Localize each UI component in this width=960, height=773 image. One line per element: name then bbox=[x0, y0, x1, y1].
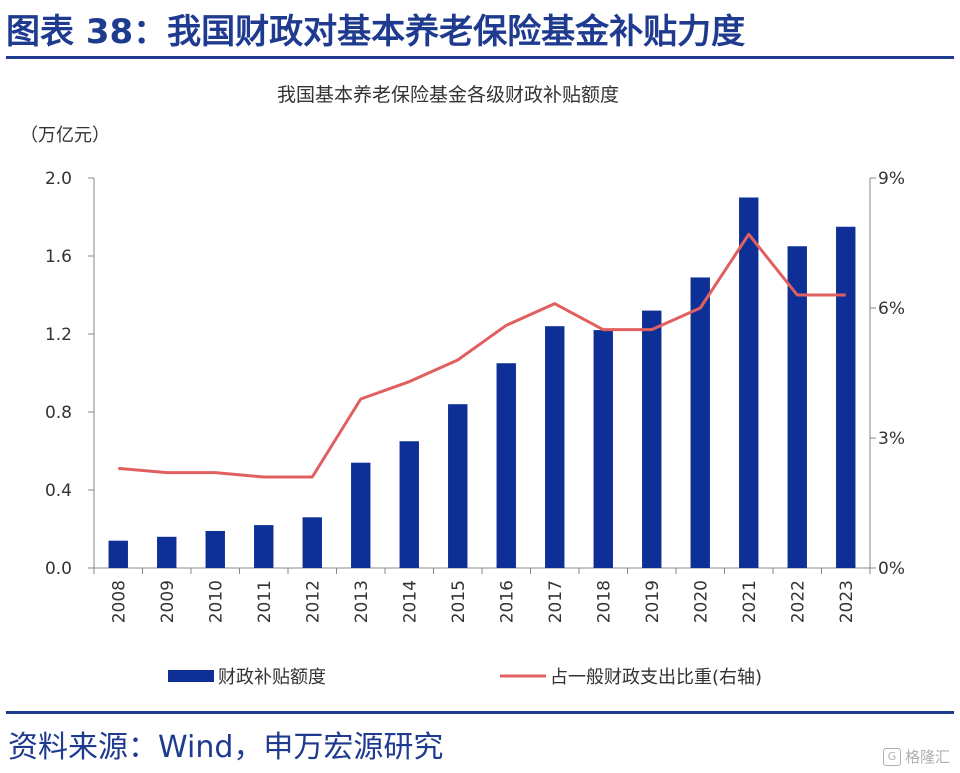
y-left-tick-label: 0.4 bbox=[45, 481, 72, 501]
bar bbox=[593, 330, 613, 568]
x-tick-label: 2017 bbox=[546, 580, 566, 623]
x-tick-label: 2022 bbox=[788, 580, 808, 623]
bar bbox=[351, 462, 371, 568]
legend-line-label: 占一般财政支出比重(右轴) bbox=[550, 667, 762, 688]
y-right-tick-label: 0% bbox=[878, 559, 905, 579]
watermark-text: 格隆汇 bbox=[904, 748, 950, 766]
y-left-tick-label: 0.8 bbox=[45, 403, 72, 423]
bar bbox=[690, 277, 710, 568]
chart-title: 我国基本养老保险基金各级财政补贴额度 bbox=[277, 84, 619, 106]
bar bbox=[157, 536, 177, 568]
x-tick-label: 2023 bbox=[837, 580, 857, 623]
x-tick-label: 2012 bbox=[303, 580, 323, 623]
bar bbox=[448, 404, 468, 568]
title-divider bbox=[6, 56, 954, 59]
legend: 财政补贴额度 占一般财政支出比重(右轴) bbox=[168, 667, 762, 688]
bar bbox=[739, 197, 759, 568]
y-axis-unit-label: （万亿元） bbox=[20, 125, 110, 146]
x-axis-labels: 2008 2009 2010 2011 2012 2013 2014 2015 2016 2017… bbox=[109, 580, 857, 623]
x-tick-label: 2010 bbox=[206, 580, 226, 623]
legend-bar-label: 财政补贴额度 bbox=[218, 667, 326, 688]
x-tick-label: 2018 bbox=[594, 580, 614, 623]
watermark: G 格隆汇 bbox=[882, 746, 950, 767]
source-divider bbox=[6, 711, 954, 714]
x-tick-label: 2013 bbox=[352, 580, 372, 623]
bar-series bbox=[108, 197, 856, 568]
y-left-tick-label: 0.0 bbox=[45, 559, 72, 579]
bar bbox=[787, 246, 807, 568]
watermark-logo-icon: G bbox=[882, 747, 901, 766]
y-right-tick-label: 9% bbox=[878, 169, 905, 189]
y-right-tick-label: 3% bbox=[878, 429, 905, 449]
axes: 0.0 0.4 0.8 1.2 1.6 2.0 0% 3% 6% 9% bbox=[45, 169, 905, 579]
x-tick-label: 2016 bbox=[497, 580, 517, 623]
x-tick-label: 2011 bbox=[255, 580, 275, 623]
bar bbox=[254, 525, 274, 568]
y-left-tick-label: 1.2 bbox=[45, 325, 72, 345]
bar bbox=[836, 226, 856, 568]
bar bbox=[302, 517, 322, 568]
bar bbox=[496, 363, 516, 568]
x-tick-label: 2009 bbox=[158, 580, 178, 623]
y-left-tick-label: 1.6 bbox=[45, 247, 72, 267]
legend-bar-swatch bbox=[168, 670, 214, 682]
chart: 我国基本养老保险基金各级财政补贴额度 （万亿元） 0.0 0.4 0.8 1.2 1.6… bbox=[20, 84, 905, 688]
line-series bbox=[118, 232, 846, 479]
bar bbox=[399, 441, 419, 568]
x-tick-label: 2008 bbox=[109, 580, 129, 623]
y-left-tick-label: 2.0 bbox=[45, 169, 72, 189]
x-tick-label: 2021 bbox=[740, 580, 760, 623]
y-right-tick-label: 6% bbox=[878, 299, 905, 319]
x-tick-label: 2015 bbox=[449, 580, 469, 623]
line-series-path bbox=[118, 232, 846, 479]
x-tick-label: 2014 bbox=[400, 580, 420, 623]
x-tick-label: 2019 bbox=[643, 580, 663, 623]
figure-title: 图表 38：我国财政对基本养老保险基金补贴力度 bbox=[6, 12, 746, 52]
bar bbox=[108, 540, 128, 568]
bar bbox=[642, 310, 662, 568]
source-note: 资料来源：Wind，申万宏源研究 bbox=[8, 730, 444, 765]
x-tick-label: 2020 bbox=[691, 580, 711, 623]
bar bbox=[205, 530, 225, 568]
bar bbox=[545, 326, 565, 568]
